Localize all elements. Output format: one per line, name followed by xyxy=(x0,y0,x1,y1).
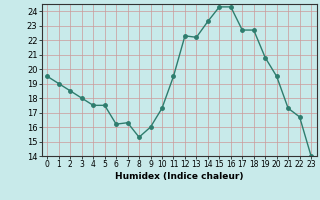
X-axis label: Humidex (Indice chaleur): Humidex (Indice chaleur) xyxy=(115,172,244,181)
